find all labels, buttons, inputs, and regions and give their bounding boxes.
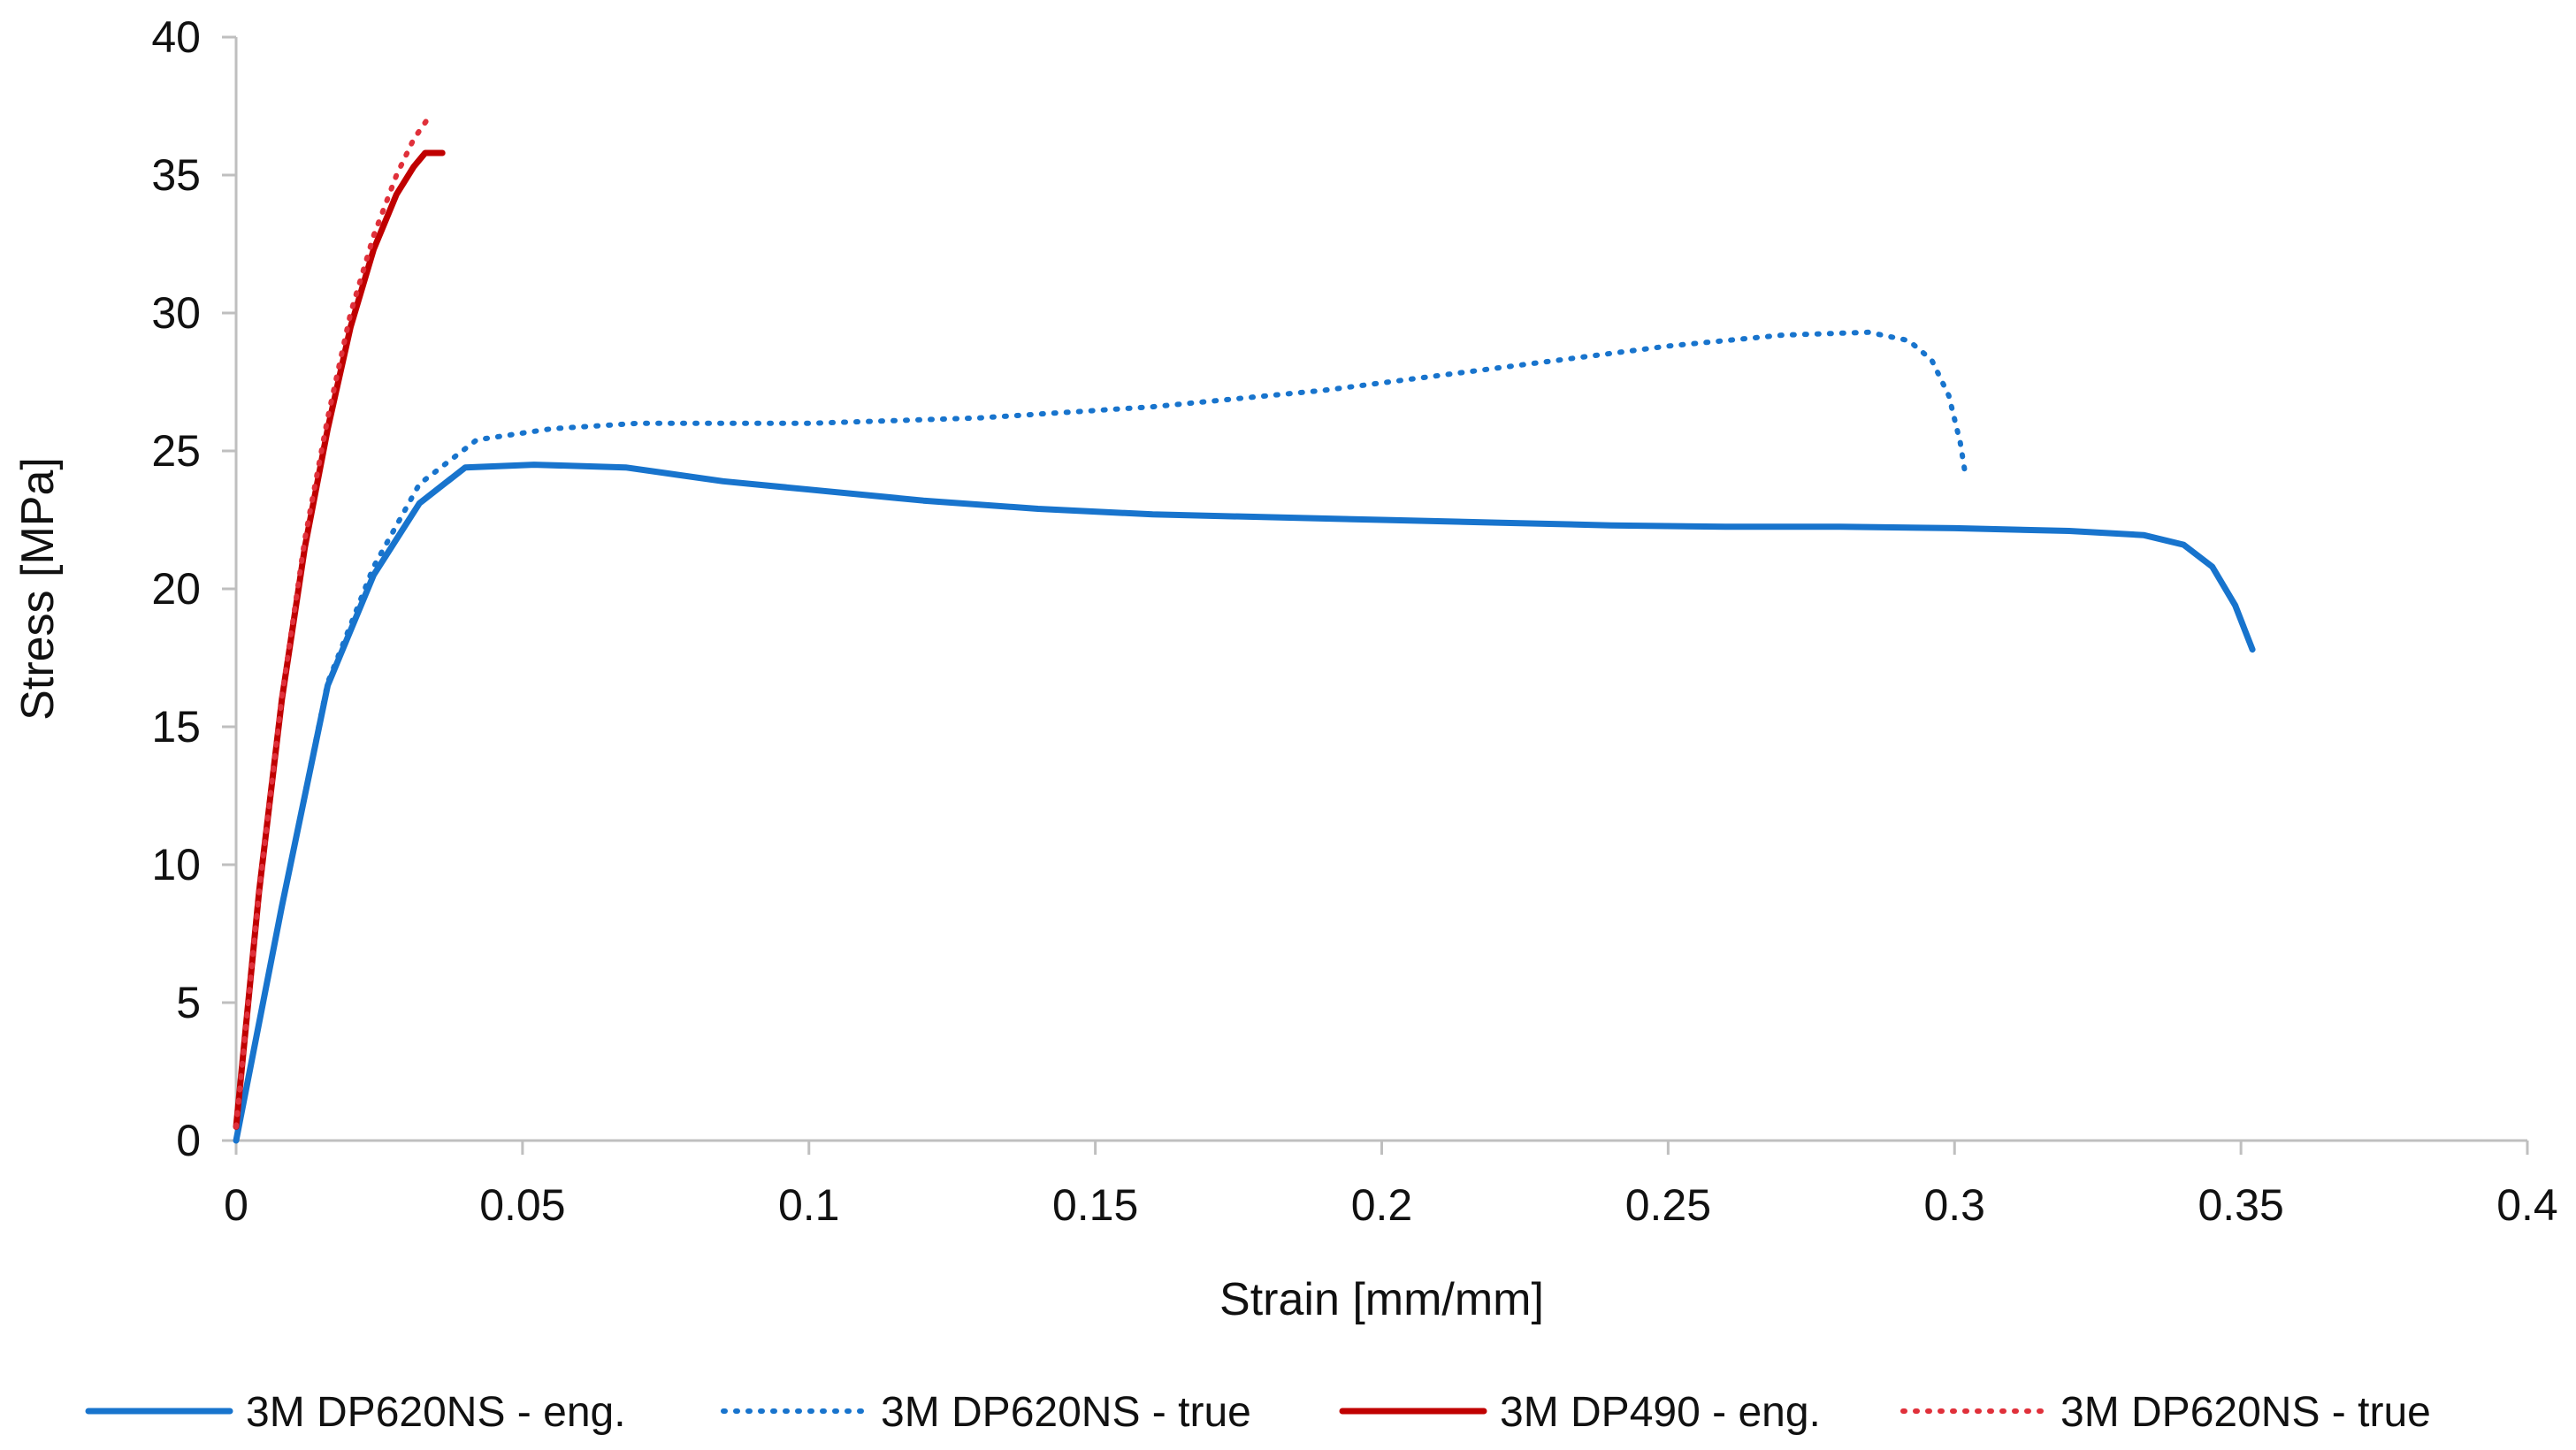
- x-tick-label: 0.3: [1923, 1180, 1985, 1230]
- series-lines: [233, 111, 2256, 1144]
- x-tick-label: 0: [224, 1180, 248, 1230]
- y-tick-label: 30: [151, 288, 201, 338]
- series-line-4: [233, 111, 434, 1130]
- y-tick-label: 10: [151, 840, 201, 889]
- x-tick-label: 0.4: [2496, 1180, 2558, 1230]
- x-tick-label: 0.35: [2198, 1180, 2283, 1230]
- y-tick-label: 35: [151, 150, 201, 200]
- x-axis-title: Strain [mm/mm]: [1219, 1274, 1544, 1325]
- y-axis-title: Stress [MPa]: [12, 457, 64, 721]
- x-axis-ticks: 0 0.05 0.1 0.15 0.2 0.25 0.3 0.35 0.4: [224, 1141, 2558, 1230]
- x-tick-label: 0.15: [1052, 1180, 1138, 1230]
- series-line-3: [233, 149, 446, 1130]
- axes: [234, 37, 2527, 1142]
- x-tick-label: 0.2: [1351, 1180, 1413, 1230]
- y-tick-label: 0: [176, 1116, 201, 1165]
- y-tick-label: 40: [151, 12, 201, 62]
- legend-label-2: 3M DP620NS - true: [881, 1389, 1251, 1436]
- y-tick-label: 25: [151, 426, 201, 476]
- x-tick-label: 0.1: [778, 1180, 840, 1230]
- x-tick-label: 0.05: [479, 1180, 565, 1230]
- y-tick-label: 20: [151, 564, 201, 614]
- legend-label-4: 3M DP620NS - true: [2060, 1389, 2431, 1436]
- legend-label-3: 3M DP490 - eng.: [1500, 1389, 1821, 1436]
- legend: 3M DP620NS - eng. 3M DP620NS - true 3M DP4…: [85, 1389, 2431, 1436]
- y-axis-ticks: 0 5 10 15 20 25 30 35 40: [151, 12, 236, 1165]
- x-tick-label: 0.25: [1625, 1180, 1711, 1230]
- y-tick-label: 5: [176, 978, 201, 1027]
- series-line-2: [233, 329, 1969, 1143]
- legend-label-1: 3M DP620NS - eng.: [246, 1389, 626, 1436]
- series-line-1: [233, 462, 2256, 1144]
- y-tick-label: 15: [151, 702, 201, 752]
